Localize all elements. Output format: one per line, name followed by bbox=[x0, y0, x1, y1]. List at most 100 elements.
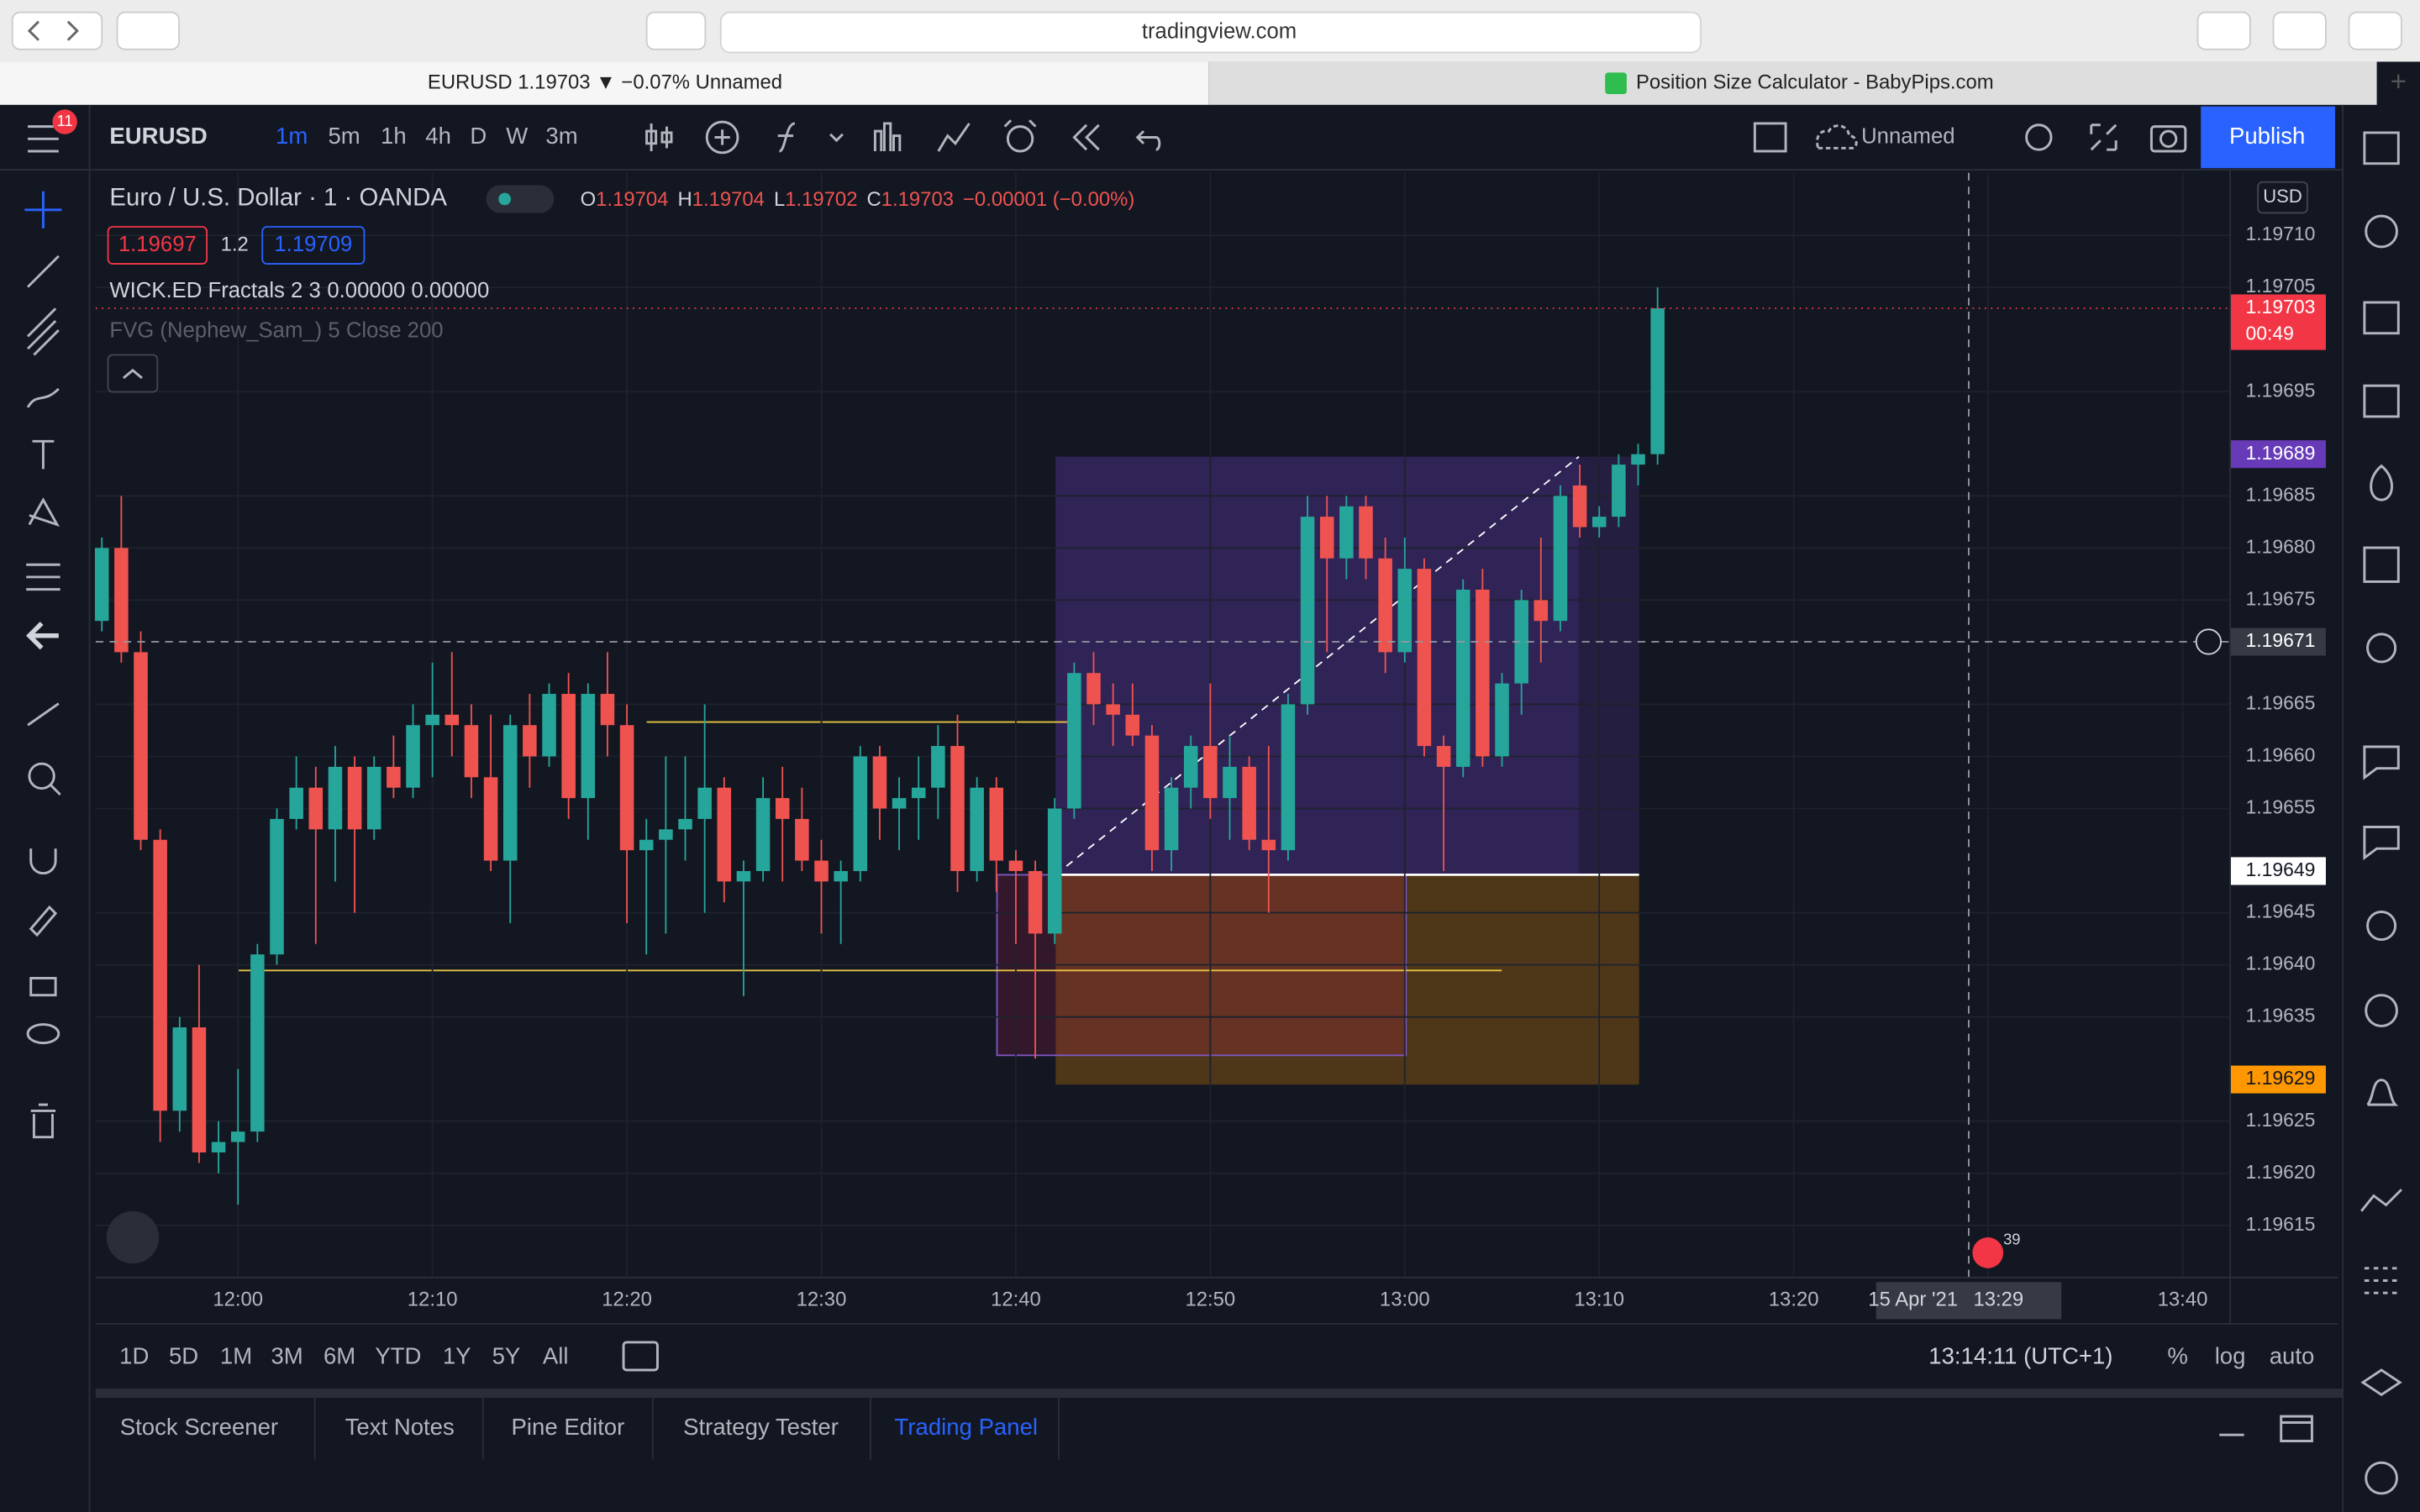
tab[interactable] bbox=[1208, 61, 2377, 105]
candle-body bbox=[1008, 860, 1023, 871]
panel-controls[interactable] bbox=[2219, 1415, 2313, 1442]
date-range-icon[interactable] bbox=[622, 1341, 659, 1372]
candle-body bbox=[308, 787, 324, 830]
range-button[interactable]: 1M bbox=[220, 1343, 252, 1369]
range-button[interactable]: All bbox=[543, 1343, 569, 1369]
y-tick-label: 1.19680 bbox=[2245, 535, 2315, 557]
trend-line bbox=[1055, 455, 1580, 876]
candle-body bbox=[834, 870, 848, 882]
ask: 1.19709 bbox=[274, 233, 352, 256]
candle-body bbox=[950, 746, 965, 871]
panel-tab[interactable]: Text Notes bbox=[345, 1414, 455, 1440]
x-tick-label: 12:20 bbox=[602, 1289, 652, 1311]
candle-body bbox=[911, 787, 926, 799]
interval[interactable]: D bbox=[470, 123, 487, 149]
tab-active[interactable] bbox=[0, 61, 1209, 105]
candle-body bbox=[659, 829, 673, 840]
x-tick-label: 12:50 bbox=[1186, 1289, 1236, 1311]
add-alert[interactable] bbox=[2195, 628, 2222, 655]
x-tick-label: 13:40 bbox=[2158, 1289, 2208, 1311]
range-button[interactable]: 5Y bbox=[492, 1343, 521, 1369]
candle-body bbox=[717, 787, 732, 882]
candle-body bbox=[425, 714, 439, 726]
indicator: FVG (Nephew_Sam_) 5 Close 200 bbox=[109, 319, 443, 343]
panel-tab[interactable]: Pine Editor bbox=[512, 1414, 625, 1440]
range-button[interactable]: 1Y bbox=[443, 1343, 471, 1369]
share-button[interactable] bbox=[2272, 11, 2327, 50]
candle-body bbox=[1476, 589, 1490, 757]
panel-tab[interactable]: Stock Screener bbox=[120, 1414, 278, 1440]
collapse-button[interactable] bbox=[107, 354, 159, 393]
candle-body bbox=[697, 787, 712, 819]
bid-box[interactable] bbox=[107, 226, 208, 265]
candle-body bbox=[892, 798, 907, 809]
layout-name[interactable]: Unnamed bbox=[1861, 124, 1954, 148]
currency-box bbox=[2257, 181, 2308, 214]
ohlc-legend: O1.19704 H1.19704 L1.19702 C1.19703 −0.00001… bbox=[581, 188, 1135, 211]
publish-button[interactable] bbox=[2201, 106, 2335, 169]
candle-body bbox=[561, 694, 576, 799]
candle-body bbox=[1281, 704, 1296, 851]
panel-tab[interactable]: Trading Panel bbox=[895, 1414, 1039, 1440]
y-tick-label: 1.19625 bbox=[2245, 1109, 2315, 1131]
interval[interactable]: 4h bbox=[425, 123, 451, 149]
price-countdown: 00:49 bbox=[2245, 322, 2293, 344]
interval[interactable]: W bbox=[506, 123, 528, 149]
candle-body bbox=[775, 798, 790, 819]
interval[interactable]: 1h bbox=[381, 123, 407, 149]
interval[interactable]: 5m bbox=[328, 123, 360, 149]
panel-tab[interactable]: Strategy Tester bbox=[683, 1414, 839, 1440]
symbol[interactable]: EURUSD bbox=[109, 123, 207, 149]
new-tab[interactable]: + bbox=[2391, 66, 2407, 97]
bottom-bar: 1D 5D 1M 3M 6M YTD 1Y 5Y All% log auto Stock Screen… bbox=[119, 1343, 2314, 1460]
x-tick-label: 12:00 bbox=[213, 1289, 263, 1311]
candle-body bbox=[1514, 600, 1528, 684]
candle-body bbox=[1378, 558, 1392, 653]
interval[interactable]: 1m bbox=[276, 123, 308, 149]
y-tick-label: 1.19645 bbox=[2245, 900, 2315, 922]
range-button[interactable]: 5D bbox=[169, 1343, 198, 1369]
range-button[interactable]: YTD bbox=[375, 1343, 421, 1369]
candle-body bbox=[1047, 808, 1062, 934]
market-status bbox=[498, 192, 511, 206]
nav-buttons[interactable] bbox=[11, 11, 103, 50]
download-button[interactable] bbox=[2196, 11, 2251, 50]
currency: USD bbox=[2263, 186, 2302, 207]
candle-body bbox=[755, 798, 771, 871]
candle-body bbox=[872, 756, 887, 809]
scale-button[interactable]: auto bbox=[2270, 1343, 2315, 1369]
candle-body bbox=[114, 548, 129, 653]
candle-body bbox=[1086, 673, 1101, 705]
range-button[interactable]: 3M bbox=[271, 1343, 302, 1369]
badge bbox=[52, 109, 77, 134]
price-badge-label: 1.19671 bbox=[2245, 629, 2315, 651]
candle-body bbox=[970, 787, 984, 871]
candle-body bbox=[483, 777, 498, 861]
candle-body bbox=[230, 1131, 245, 1142]
scale-button[interactable]: % bbox=[2167, 1343, 2187, 1369]
event-icon[interactable] bbox=[1972, 1237, 2004, 1268]
candle-body bbox=[502, 725, 518, 861]
url-field[interactable] bbox=[719, 11, 1702, 54]
candle-body bbox=[1534, 600, 1549, 622]
candle-body bbox=[1417, 569, 1432, 747]
candle-body bbox=[1223, 766, 1237, 799]
sidebar-button[interactable] bbox=[116, 11, 180, 50]
shield-button[interactable] bbox=[645, 11, 707, 50]
logo bbox=[106, 1210, 160, 1264]
toolbar-icons bbox=[645, 119, 2187, 155]
drawing-tools bbox=[24, 191, 62, 1139]
candle-body bbox=[619, 725, 634, 851]
candle-body bbox=[542, 694, 556, 757]
range-button[interactable]: 6M bbox=[324, 1343, 355, 1369]
scale-button[interactable]: log bbox=[2215, 1343, 2246, 1369]
range-button[interactable]: 1D bbox=[119, 1343, 149, 1369]
status-pill bbox=[486, 185, 555, 213]
publish-label: Publish bbox=[2229, 123, 2305, 149]
tabs-button[interactable] bbox=[2348, 11, 2402, 50]
ask-box[interactable] bbox=[261, 226, 366, 265]
candle-body bbox=[1300, 517, 1315, 705]
y-tick-label: 1.19685 bbox=[2245, 483, 2315, 505]
interval[interactable]: 3m bbox=[545, 123, 577, 149]
